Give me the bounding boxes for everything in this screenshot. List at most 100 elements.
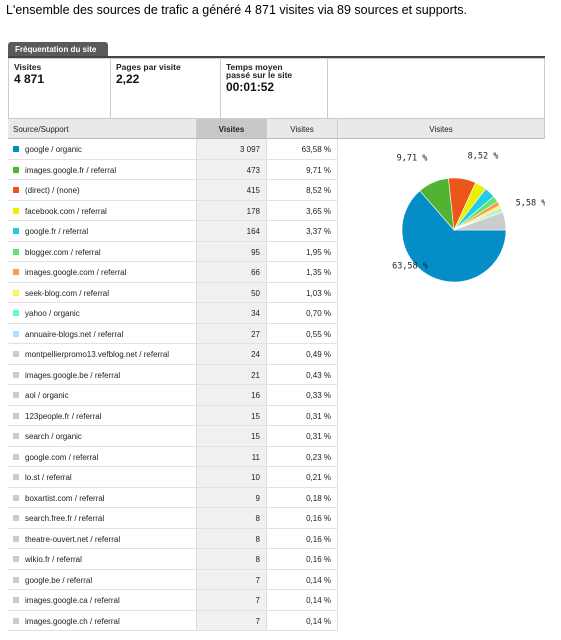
color-swatch (13, 166, 19, 173)
tab-line (8, 56, 545, 58)
visits-cell: 9 (197, 487, 267, 508)
color-swatch (13, 494, 19, 501)
percent-cell: 63,58 % (267, 139, 338, 160)
color-swatch (13, 453, 19, 460)
color-swatch (13, 515, 19, 521)
percent-cell: 0,33 % (267, 385, 338, 406)
source-cell: montpellierpromo13.vefblog.net / referra… (8, 344, 197, 365)
color-swatch (13, 392, 19, 398)
color-swatch (13, 535, 19, 542)
pie-chart: 63,58 % 9,71 % 8,52 % 5,58 % (392, 152, 545, 283)
tab[interactable]: Fréquentation du site (8, 42, 108, 57)
metric-value: 4 871 (14, 72, 45, 86)
source-cell: theatre-ouvert.net / referral (8, 528, 197, 549)
color-swatch (13, 289, 19, 296)
source-cell: images.google.ca / referral (8, 590, 197, 611)
source-cell: (direct) / (none) (8, 180, 197, 201)
source-cell: facebook.com / referral (8, 200, 197, 221)
percent-cell: 8,52 % (267, 180, 338, 201)
metric-label: Pages par visite (116, 62, 181, 72)
percent-cell: 0,14 % (267, 569, 338, 590)
percent-cell: 0,31 % (267, 405, 338, 426)
pie-label: 9,71 % (397, 154, 428, 164)
page-title: L'ensemble des sources de trafic a génér… (6, 3, 467, 17)
summary: Visites 4 871 Pages par visite 2,22 Temps mo… (8, 58, 545, 119)
metric: Visites 4 871 (9, 59, 111, 118)
metric-label: Visites (14, 62, 42, 72)
source-cell: 123people.fr / referral (8, 405, 197, 426)
visits-cell: 8 (197, 528, 267, 549)
source-cell: search.free.fr / referral (8, 508, 197, 529)
visits-cell: 15 (197, 426, 267, 447)
source-cell: boxartist.com / referral (8, 487, 197, 508)
percent-cell: 0,31 % (267, 426, 338, 447)
metric-value: 2,22 (116, 72, 140, 86)
metric: Temps moyen passé sur le site 00:01:52 (221, 59, 328, 118)
visits-cell: 24 (197, 344, 267, 365)
color-swatch (13, 351, 19, 357)
percent-cell: 3,37 % (267, 221, 338, 242)
source-cell: seek-blog.com / referral (8, 282, 197, 303)
visits-cell: 415 (197, 180, 267, 201)
source-cell: google.be / referral (8, 569, 197, 590)
percent-cell: 0,16 % (267, 549, 338, 570)
source-cell: images.google.be / referral (8, 364, 197, 385)
color-swatch (13, 269, 19, 275)
source-cell: images.google.ch / referral (8, 610, 197, 631)
source-cell: lo.st / referral (8, 467, 197, 488)
color-swatch (13, 576, 19, 583)
metric-value: 00:01:52 (226, 80, 275, 94)
visits-cell: 50 (197, 282, 267, 303)
color-swatch (13, 310, 19, 316)
source-cell: images.google.fr / referral (8, 159, 197, 180)
color-swatch (13, 371, 19, 378)
pie-label: 63,58 % (392, 262, 428, 272)
color-swatch (13, 228, 19, 234)
color-swatch (13, 146, 19, 152)
column-header: Visites (267, 119, 338, 139)
pie-slice (401, 190, 507, 283)
visits-cell: 8 (197, 508, 267, 529)
visits-cell: 34 (197, 303, 267, 324)
source-cell: images.google.com / referral (8, 262, 197, 283)
metric: Pages par visite 2,22 (111, 59, 221, 118)
percent-cell: 0,49 % (267, 344, 338, 365)
metric-label: Temps moyen passé sur le site (226, 62, 293, 80)
color-swatch (13, 556, 19, 562)
column-header: Source/Support (8, 119, 197, 139)
column-header: Visites (197, 119, 267, 139)
color-swatch (13, 433, 19, 439)
table: Source/Support Visites Visites Visites googl… (8, 119, 545, 634)
percent-cell: 0,21 % (267, 467, 338, 488)
percent-cell: 3,65 % (267, 200, 338, 221)
source-cell: wikio.fr / referral (8, 549, 197, 570)
visits-cell: 7 (197, 590, 267, 611)
color-swatch (13, 617, 19, 624)
source-cell: blogger.com / referral (8, 241, 197, 262)
color-swatch (13, 207, 19, 214)
percent-cell: 0,70 % (267, 303, 338, 324)
color-swatch (13, 330, 19, 337)
percent-cell: 0,55 % (267, 323, 338, 344)
visits-cell: 7 (197, 569, 267, 590)
percent-cell: 0,16 % (267, 508, 338, 529)
percent-cell: 0,16 % (267, 528, 338, 549)
percent-cell: 1,95 % (267, 241, 338, 262)
percent-cell: 1,03 % (267, 282, 338, 303)
visits-cell: 10 (197, 467, 267, 488)
source-cell: google.com / referral (8, 446, 197, 467)
percent-cell: 0,14 % (267, 610, 338, 631)
visits-cell: 95 (197, 241, 267, 262)
visits-cell: 3 097 (197, 139, 267, 160)
color-swatch (13, 474, 19, 480)
percent-cell: 1,35 % (267, 262, 338, 283)
pie-slice (453, 211, 507, 231)
source-cell: search / organic (8, 426, 197, 447)
source-cell: google.fr / referral (8, 221, 197, 242)
color-swatch (13, 187, 19, 193)
visits-cell: 8 (197, 549, 267, 570)
color-swatch (13, 412, 19, 419)
visits-cell: 178 (197, 200, 267, 221)
percent-cell: 0,14 % (267, 590, 338, 611)
